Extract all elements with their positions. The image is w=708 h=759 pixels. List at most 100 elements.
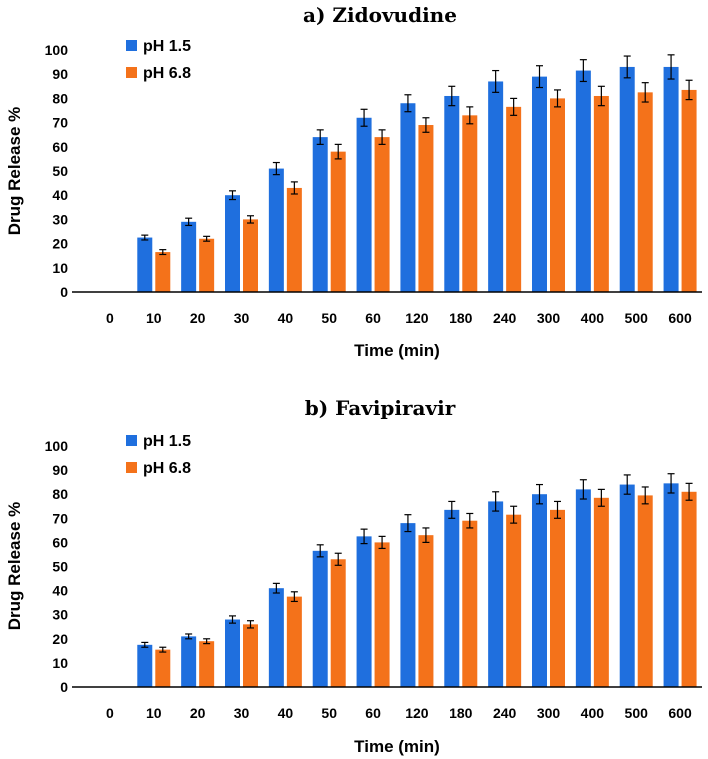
error-bar-ph15: [404, 94, 412, 113]
bar-ph68: [330, 151, 346, 292]
error-bar-ph68: [685, 79, 693, 101]
x-tick-label: 60: [365, 310, 381, 326]
error-bar-ph68: [378, 535, 386, 550]
x-tick-label: 240: [493, 705, 517, 721]
y-tick-label: 60: [52, 139, 68, 155]
x-tick-label: 0: [106, 310, 114, 326]
error-bar-ph68: [597, 85, 605, 107]
error-bar-ph68: [466, 106, 474, 125]
error-bar-ph68: [422, 527, 430, 544]
error-bar-ph68: [466, 512, 474, 529]
y-tick-label: 90: [52, 66, 68, 82]
bar-ph68: [681, 491, 697, 687]
error-bar-ph15: [141, 234, 149, 241]
bar-ph15: [268, 588, 284, 687]
error-bar-ph15: [272, 161, 280, 176]
x-tick-label: 60: [365, 705, 381, 721]
legend-swatch-ph68: [126, 67, 137, 78]
error-bar-ph15: [185, 217, 193, 227]
error-bar-ph15: [404, 514, 412, 533]
error-bar-ph68: [334, 552, 342, 566]
bar-ph68: [199, 238, 215, 292]
legend-label-ph15: pH 1.5: [143, 38, 191, 55]
x-tick-label: 400: [581, 705, 605, 721]
legend-label-ph68: pH 6.8: [143, 460, 191, 477]
error-bar-ph15: [623, 474, 631, 495]
chart-zidovudine: a) Zidovudine Drug Release % Time (min) …: [5, 3, 702, 360]
chart-title: b) Favipiravir: [305, 396, 456, 420]
x-tick-label: 20: [190, 705, 206, 721]
error-bar-ph68: [685, 482, 693, 501]
y-tick-label: 40: [52, 583, 68, 599]
bar-ph15: [181, 636, 197, 687]
error-bar-ph15: [492, 69, 500, 93]
bar-ph15: [619, 484, 635, 687]
bar-ph68: [462, 520, 478, 687]
bar-ph68: [418, 535, 434, 687]
error-bar-ph68: [641, 486, 649, 505]
x-tick-label: 120: [405, 310, 429, 326]
x-tick-label: 600: [668, 310, 692, 326]
error-bar-ph68: [510, 97, 518, 116]
chart-favipiravir: b) Favipiravir Drug Release % Time (min)…: [5, 396, 702, 756]
y-axis-label: Drug Release %: [5, 502, 24, 631]
x-axis-label: Time (min): [354, 737, 440, 756]
bar-ph15: [532, 494, 547, 687]
x-tick-label: 10: [146, 705, 162, 721]
bar-ph68: [550, 98, 565, 293]
error-bar-ph68: [290, 181, 298, 195]
y-tick-label: 10: [52, 260, 68, 276]
x-tick-label: 30: [234, 705, 250, 721]
y-tick-label: 90: [52, 462, 68, 478]
bar-ph15: [575, 489, 591, 687]
bar-ph68: [593, 497, 609, 687]
bar-ph15: [312, 550, 328, 687]
bar-ph15: [444, 509, 460, 687]
error-bar-ph15: [360, 108, 368, 127]
error-bar-ph68: [159, 646, 167, 653]
x-tick-label: 30: [234, 310, 250, 326]
chart-title: a) Zidovudine: [303, 3, 457, 27]
error-bar-ph15: [579, 59, 587, 83]
bar-ph15: [225, 195, 240, 292]
bar-ph15: [663, 66, 679, 292]
y-tick-label: 0: [60, 284, 68, 300]
error-bar-ph15: [141, 641, 149, 648]
error-bar-ph15: [185, 633, 193, 640]
error-bar-ph68: [641, 82, 649, 103]
error-bar-ph15: [536, 483, 543, 505]
bar-ph68: [418, 125, 434, 293]
x-tick-label: 400: [581, 310, 605, 326]
legend-swatch-ph15: [126, 40, 137, 51]
legend-swatch-ph15: [126, 435, 137, 446]
error-bar-ph68: [159, 249, 167, 256]
x-tick-label: 500: [625, 705, 649, 721]
y-tick-labels: 0 10 20 30 40 50 60 70 80 90 100: [45, 42, 69, 300]
bar-ph68: [506, 514, 522, 687]
bar-ph68: [243, 624, 258, 687]
x-tick-label: 50: [321, 310, 337, 326]
legend-label-ph68: pH 6.8: [143, 65, 191, 82]
error-bar-ph15: [667, 54, 675, 80]
error-bar-ph68: [378, 129, 386, 145]
error-bar-ph15: [492, 491, 500, 512]
bar-ph68: [462, 115, 478, 292]
bar-ph15: [575, 70, 591, 292]
x-tick-label: 600: [668, 705, 692, 721]
error-bar-ph68: [597, 488, 605, 507]
bar-ph68: [286, 187, 302, 292]
legend: pH 1.5 pH 6.8: [126, 433, 191, 477]
bar-ph15: [488, 501, 504, 687]
x-tick-label: 240: [493, 310, 517, 326]
y-tick-label: 0: [60, 679, 68, 695]
y-tick-labels: 0 10 20 30 40 50 60 70 80 90 100: [45, 438, 69, 695]
x-tick-label: 50: [321, 705, 337, 721]
bar-ph68: [506, 106, 522, 293]
error-bar-ph68: [554, 89, 561, 108]
y-tick-label: 20: [52, 631, 68, 647]
y-tick-label: 30: [52, 211, 68, 227]
y-tick-label: 10: [52, 655, 68, 671]
bar-ph15: [444, 95, 460, 292]
error-bar-ph15: [316, 544, 324, 558]
